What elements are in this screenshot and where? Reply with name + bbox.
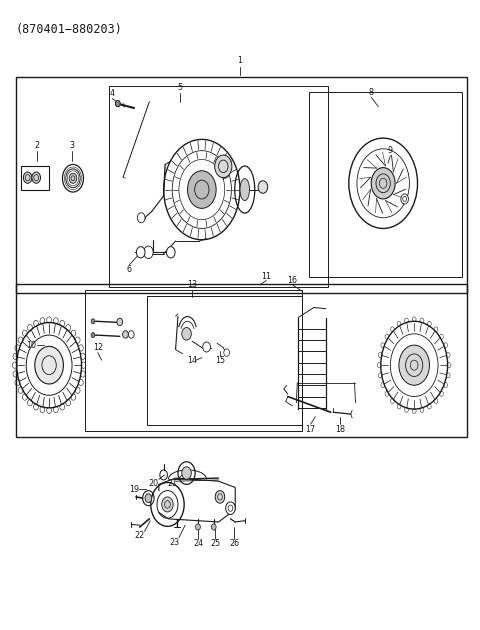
Text: (870401−880203): (870401−880203) — [16, 23, 122, 36]
Text: 19: 19 — [129, 485, 139, 494]
Circle shape — [215, 491, 225, 503]
Circle shape — [203, 342, 210, 352]
Bar — [85, 290, 302, 431]
Bar — [147, 296, 302, 425]
Text: 11: 11 — [261, 272, 271, 280]
Circle shape — [122, 331, 128, 338]
Circle shape — [91, 319, 95, 324]
Ellipse shape — [240, 178, 250, 200]
Circle shape — [224, 349, 229, 357]
Circle shape — [91, 333, 95, 338]
Text: 12: 12 — [93, 343, 103, 352]
Text: 22: 22 — [135, 531, 145, 541]
Circle shape — [188, 171, 216, 209]
Circle shape — [116, 101, 120, 106]
Circle shape — [258, 181, 268, 193]
Circle shape — [144, 246, 153, 258]
Circle shape — [226, 502, 235, 515]
Text: 25: 25 — [210, 539, 220, 549]
Text: 15: 15 — [215, 356, 225, 365]
Circle shape — [167, 246, 175, 258]
Bar — [16, 284, 467, 437]
Circle shape — [182, 467, 192, 479]
Text: 14: 14 — [187, 356, 197, 365]
Text: 18: 18 — [335, 425, 345, 433]
Text: 3: 3 — [70, 141, 74, 150]
Circle shape — [117, 318, 122, 326]
Circle shape — [182, 328, 192, 340]
Text: 24: 24 — [193, 539, 203, 549]
Text: 9: 9 — [388, 146, 393, 155]
Text: 1: 1 — [238, 57, 242, 66]
Circle shape — [401, 194, 408, 204]
Text: 4: 4 — [109, 89, 115, 98]
Text: 23: 23 — [169, 537, 179, 547]
Circle shape — [69, 173, 77, 183]
Circle shape — [128, 331, 134, 338]
Text: 7: 7 — [221, 173, 226, 181]
Text: 17: 17 — [306, 425, 316, 433]
Circle shape — [32, 172, 40, 183]
Bar — [22, 166, 49, 190]
Circle shape — [35, 346, 63, 384]
Text: 13: 13 — [187, 280, 197, 289]
Circle shape — [24, 172, 32, 183]
Bar — [16, 77, 467, 293]
Circle shape — [211, 524, 216, 530]
Text: 21: 21 — [167, 479, 177, 488]
Text: 6: 6 — [127, 265, 132, 274]
Text: 10: 10 — [26, 341, 36, 350]
Circle shape — [371, 168, 395, 199]
Bar — [309, 93, 462, 277]
Text: 5: 5 — [178, 83, 183, 93]
Circle shape — [136, 246, 145, 258]
Circle shape — [145, 494, 152, 503]
Circle shape — [162, 497, 173, 512]
Text: 16: 16 — [288, 276, 298, 285]
Circle shape — [196, 524, 200, 530]
Circle shape — [215, 155, 232, 178]
Circle shape — [399, 345, 430, 386]
Bar — [109, 86, 328, 287]
Text: 8: 8 — [369, 88, 374, 97]
Circle shape — [137, 213, 145, 223]
Text: 26: 26 — [229, 539, 240, 549]
Text: 2: 2 — [35, 141, 40, 150]
Text: 20: 20 — [148, 479, 158, 488]
